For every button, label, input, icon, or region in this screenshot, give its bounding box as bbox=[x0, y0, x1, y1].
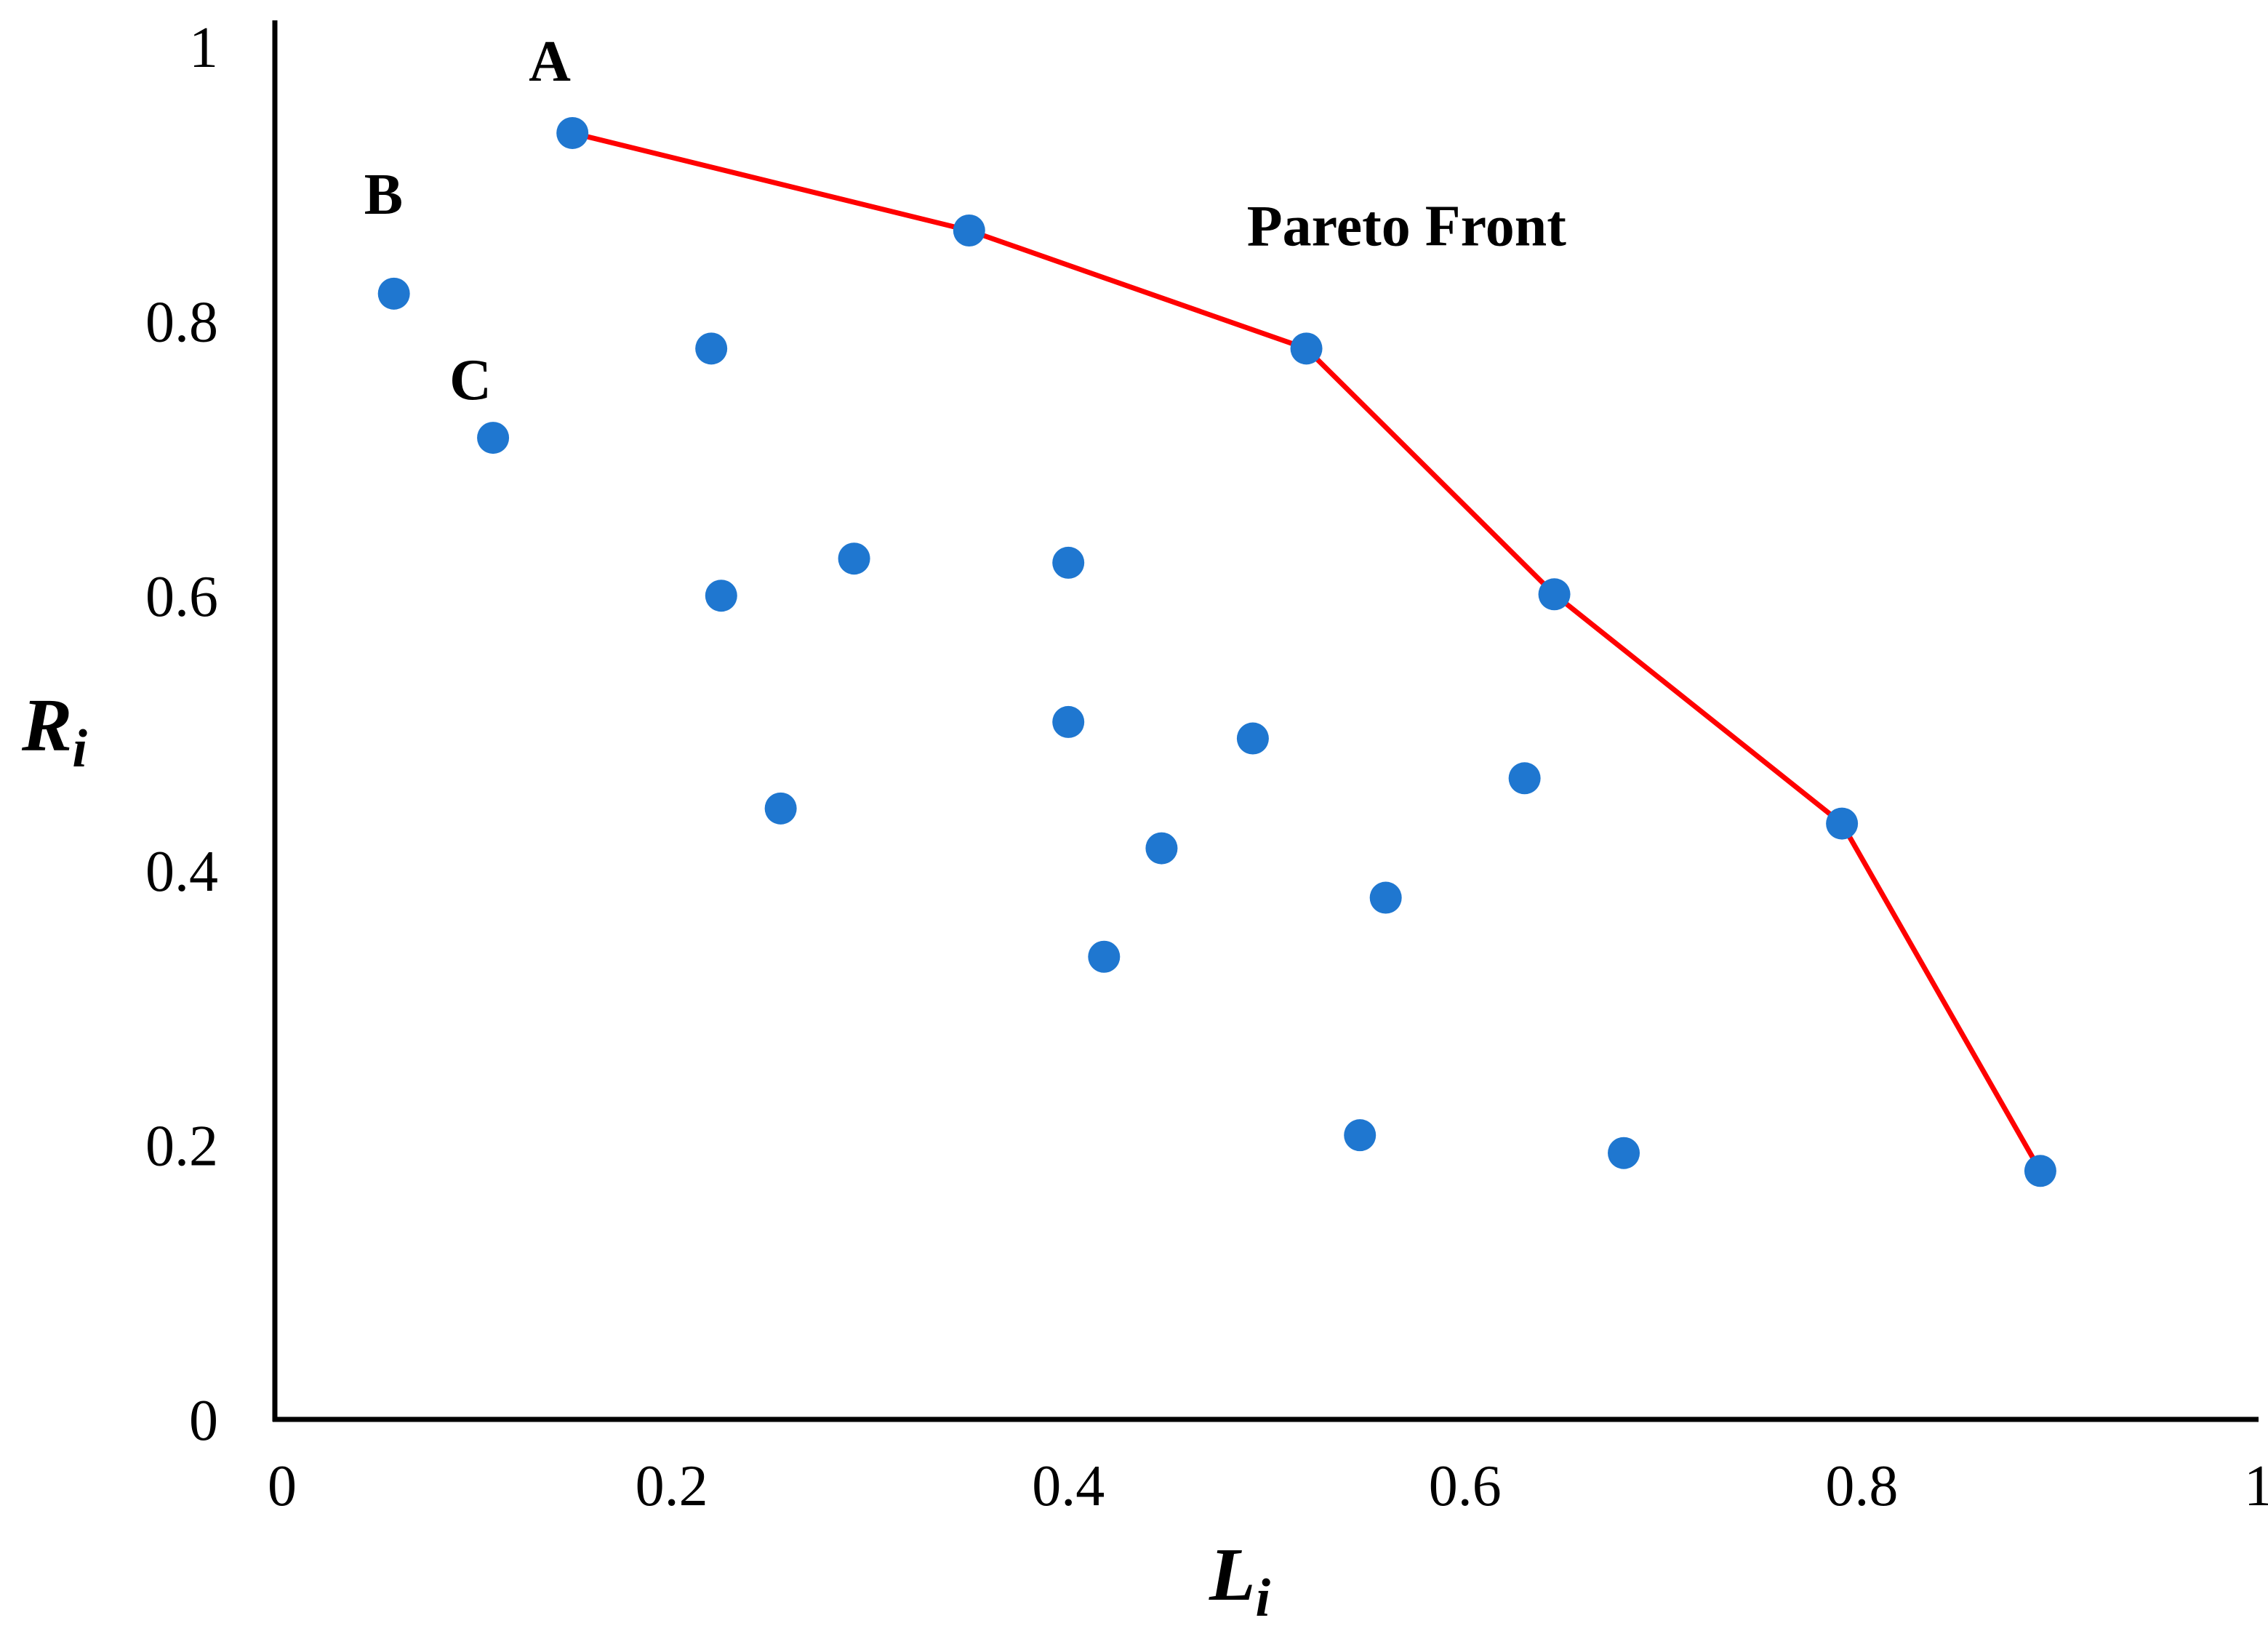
data-point bbox=[1508, 762, 1541, 795]
data-point bbox=[695, 332, 728, 365]
x-axis-title-main: L bbox=[1209, 1533, 1256, 1616]
pareto-point bbox=[2024, 1155, 2056, 1187]
annotation-label: Pareto Front bbox=[1247, 194, 1567, 258]
annotation-label: B bbox=[364, 163, 403, 227]
annotations-layer: A B C Pareto Front bbox=[364, 30, 1566, 412]
x-axis-title-subscript: i bbox=[1255, 1568, 1270, 1628]
x-tick-label: 0.4 bbox=[1032, 1454, 1105, 1518]
pareto-point bbox=[1538, 578, 1571, 611]
pareto-point bbox=[1290, 332, 1323, 365]
annotation-label: C bbox=[449, 348, 492, 412]
annotation-label: A bbox=[529, 30, 571, 94]
data-point bbox=[1088, 940, 1121, 973]
y-axis-title-subscript: i bbox=[72, 719, 87, 779]
x-tick-label: 1 bbox=[2244, 1454, 2268, 1518]
y-tick-label: 0.2 bbox=[145, 1114, 218, 1178]
points-layer bbox=[377, 116, 2056, 1187]
data-point bbox=[764, 792, 797, 825]
data-point bbox=[1236, 722, 1269, 755]
x-tick-label: 0.6 bbox=[1429, 1454, 1502, 1518]
data-point bbox=[1369, 881, 1402, 914]
x-axis-title: Li bbox=[1209, 1533, 1271, 1628]
x-tick-label: 0 bbox=[268, 1454, 297, 1518]
pareto-point bbox=[556, 116, 589, 149]
data-point bbox=[1344, 1119, 1377, 1152]
y-tick-label: 0.8 bbox=[145, 291, 218, 355]
x-tick-label: 0.2 bbox=[636, 1454, 708, 1518]
data-point bbox=[1052, 705, 1085, 738]
data-point bbox=[377, 277, 410, 310]
data-point bbox=[838, 542, 870, 575]
pareto-point bbox=[1826, 807, 1859, 840]
pareto-point bbox=[953, 214, 985, 247]
data-point bbox=[1145, 832, 1178, 865]
data-point bbox=[477, 422, 510, 454]
y-tick-label: 1 bbox=[189, 16, 218, 80]
data-point bbox=[1608, 1137, 1640, 1169]
pareto-front-layer bbox=[572, 130, 2043, 1173]
y-tick-label: 0.4 bbox=[145, 840, 218, 904]
x-tick-label: 0.8 bbox=[1825, 1454, 1898, 1518]
y-tick-label: 0.6 bbox=[145, 565, 218, 629]
ticks-layer: 0 0.2 0.4 0.6 0.8 1 0 0.2 0.4 0.6 0.8 1 bbox=[145, 16, 2268, 1518]
pareto-front-line bbox=[572, 130, 2043, 1173]
y-tick-label: 0 bbox=[189, 1389, 218, 1453]
y-axis-title-main: R bbox=[21, 684, 72, 767]
data-point bbox=[1052, 546, 1085, 579]
y-axis-title: Ri bbox=[21, 684, 87, 779]
data-point bbox=[705, 580, 737, 612]
